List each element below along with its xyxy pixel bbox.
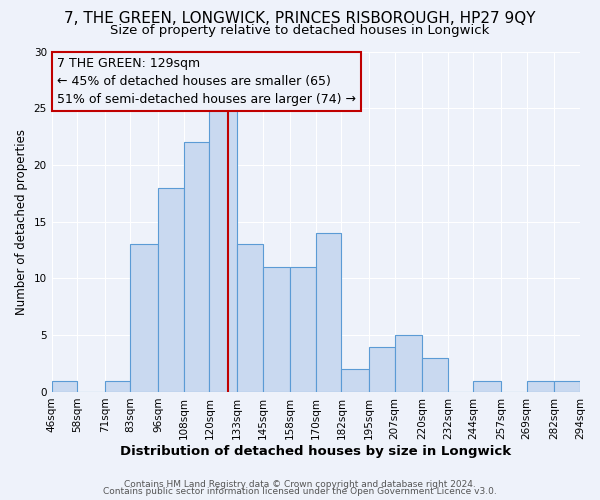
Bar [527,380,554,392]
Bar [369,346,395,392]
Bar [422,358,448,392]
Text: Contains HM Land Registry data © Crown copyright and database right 2024.: Contains HM Land Registry data © Crown c… [124,480,476,489]
Bar [52,380,77,392]
Bar [158,188,184,392]
Text: Size of property relative to detached houses in Longwick: Size of property relative to detached ho… [110,24,490,37]
Bar [341,370,369,392]
Bar [130,244,158,392]
Bar [184,142,209,392]
Bar [105,380,130,392]
Bar [290,267,316,392]
Y-axis label: Number of detached properties: Number of detached properties [15,128,28,314]
Text: 7 THE GREEN: 129sqm
← 45% of detached houses are smaller (65)
51% of semi-detach: 7 THE GREEN: 129sqm ← 45% of detached ho… [57,56,356,106]
Text: 7, THE GREEN, LONGWICK, PRINCES RISBOROUGH, HP27 9QY: 7, THE GREEN, LONGWICK, PRINCES RISBOROU… [64,11,536,26]
Bar [473,380,501,392]
X-axis label: Distribution of detached houses by size in Longwick: Distribution of detached houses by size … [120,444,511,458]
Bar [237,244,263,392]
Bar [263,267,290,392]
Text: Contains public sector information licensed under the Open Government Licence v3: Contains public sector information licen… [103,487,497,496]
Bar [554,380,580,392]
Bar [395,335,422,392]
Bar [209,108,237,392]
Bar [316,233,341,392]
